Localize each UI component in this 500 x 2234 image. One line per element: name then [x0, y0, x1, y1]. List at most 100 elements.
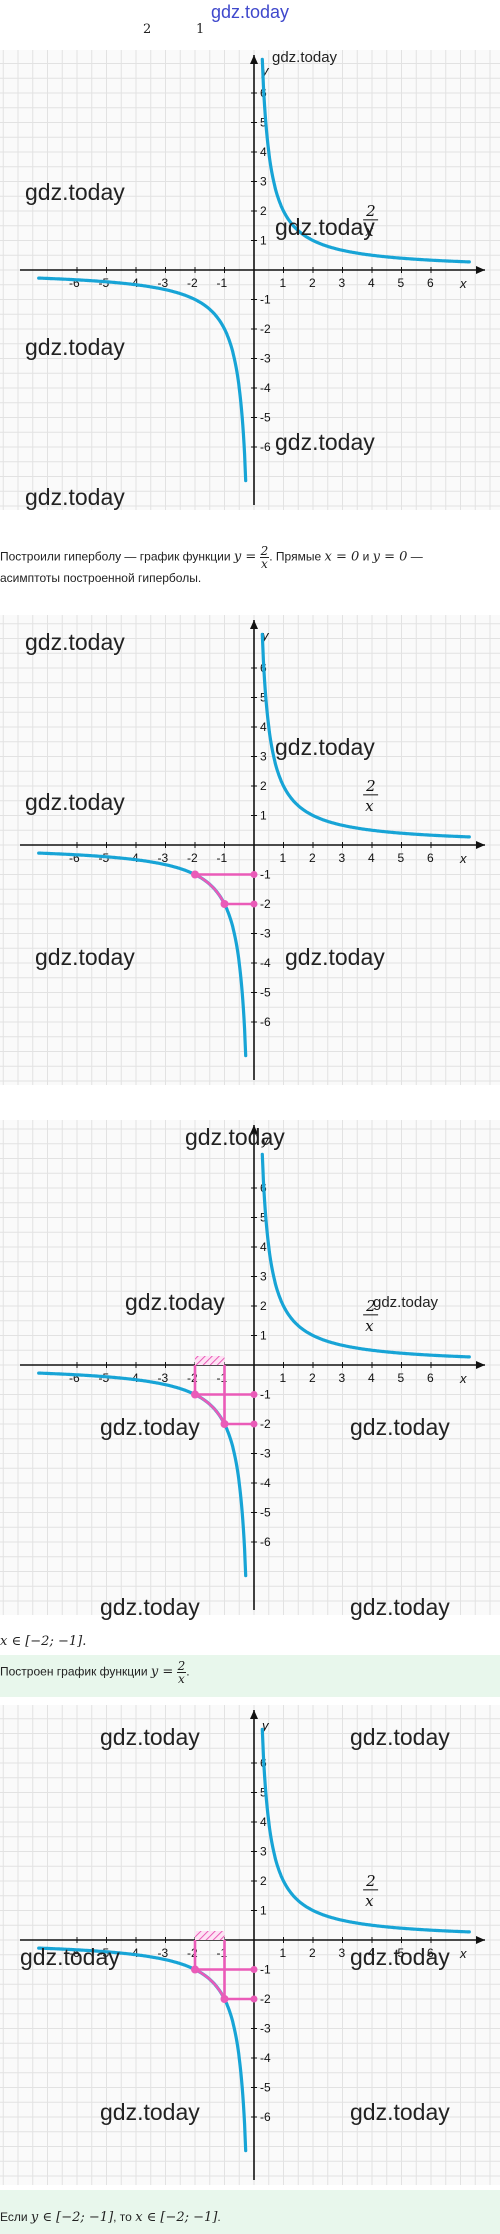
function-label-numerator: 2	[365, 1872, 376, 1890]
x-tick-label: -6	[69, 1371, 80, 1385]
x-axis-label: x	[459, 1946, 467, 1961]
paragraph-hyperbola-built: Построили гиперболу — график функции y =…	[0, 544, 423, 585]
x-tick-label: -1	[217, 276, 228, 290]
watermark: gdz.today	[350, 1724, 450, 1750]
function-label-denominator: x	[365, 797, 374, 815]
highlight-point-on-axis	[250, 1995, 258, 2003]
x-tick-label: -1	[217, 1371, 228, 1385]
highlight-point-on-axis	[250, 1391, 258, 1398]
x-tick-label: -1	[217, 851, 228, 865]
y-axis-label: y	[261, 628, 270, 643]
watermark: gdz.today	[100, 1414, 200, 1440]
x-tick-label: 3	[339, 851, 346, 865]
x-tick-label: -2	[187, 276, 198, 290]
x-tick-label: 2	[309, 851, 316, 865]
x-tick-label: 3	[339, 276, 346, 290]
function-label-denominator: x	[365, 1892, 374, 1910]
x-tick-label: -6	[69, 1946, 80, 1960]
watermark: gdz.today	[350, 2099, 450, 2125]
y-tick-label: 3	[260, 175, 267, 189]
function-label-numerator: 2	[365, 202, 376, 220]
y-axis-label: y	[261, 1718, 270, 1733]
grid	[0, 1705, 500, 2185]
x-tick-label: 4	[368, 1946, 375, 1960]
x-tick-label: 2	[309, 1371, 316, 1385]
x-tick-label: -3	[158, 1371, 169, 1385]
y-tick-label: 5	[260, 116, 267, 130]
y-tick-label: -3	[260, 1447, 271, 1461]
highlight-interval	[195, 1356, 225, 1365]
hyperbola-branch-right	[260, 1152, 471, 1359]
y-tick-label: -1	[260, 1388, 271, 1402]
y-tick-label: -2	[260, 1992, 271, 2006]
y-tick-label: 1	[260, 234, 267, 248]
y-tick-label: -6	[260, 440, 271, 454]
x-tick-label: 1	[280, 1371, 287, 1385]
highlight-point-on-axis	[250, 900, 258, 908]
function-label-numerator: 2	[365, 1297, 376, 1315]
watermark-small: gdz.today	[272, 49, 338, 66]
x-tick-label: 2	[309, 1946, 316, 1960]
highlight-interval	[195, 1931, 225, 1940]
y-tick-label: -2	[260, 1417, 271, 1431]
y-tick-label: 4	[260, 1815, 267, 1829]
y-tick-label: -4	[260, 1476, 271, 1490]
y-tick-label: -1	[260, 1963, 271, 1977]
x-tick-label: -1	[217, 1946, 228, 1960]
function-label-denominator: x	[365, 222, 374, 240]
y-tick-label: -5	[260, 986, 271, 1000]
highlight-curve-segment	[194, 873, 226, 904]
hyperbola-branch-right	[260, 632, 471, 839]
y-axis-label: y	[261, 63, 270, 78]
x-tick-label: 4	[368, 276, 375, 290]
x-tick-label: 1	[280, 1946, 287, 1960]
highlight-point-on-axis	[250, 871, 258, 878]
top-number-2: 1	[196, 22, 205, 37]
y-axis-arrow	[250, 620, 258, 629]
watermark: gdz.today	[25, 179, 125, 205]
x-tick-label: 4	[368, 1371, 375, 1385]
x-tick-label: 6	[427, 1946, 434, 1960]
watermark: gdz.today	[285, 944, 385, 970]
x-tick-label: 5	[398, 276, 405, 290]
y-tick-label: 1	[260, 1329, 267, 1343]
watermark: gdz.today	[25, 789, 125, 815]
x-tick-label: -6	[69, 851, 80, 865]
watermark: gdz.today	[275, 214, 375, 240]
y-tick-label: -5	[260, 1506, 271, 1520]
y-tick-label: -4	[260, 956, 271, 970]
watermark-small: gdz.today	[373, 1294, 439, 1311]
highlight-curve-segment	[194, 1968, 226, 1999]
y-tick-label: 3	[260, 1270, 267, 1284]
watermark: gdz.today	[350, 1944, 450, 1970]
y-tick-label: -2	[260, 897, 271, 911]
y-tick-label: 4	[260, 145, 267, 159]
watermark: gdz.today	[125, 1289, 225, 1315]
x-axis-arrow	[476, 1361, 485, 1369]
grid-background	[0, 1120, 500, 1615]
x-tick-label: 4	[368, 851, 375, 865]
y-tick-label: 2	[260, 1874, 267, 1888]
function-label-denominator: x	[365, 1317, 374, 1335]
site-logo[interactable]: gdz.today	[210, 2, 290, 22]
y-axis-arrow	[250, 1710, 258, 1719]
y-tick-label: 1	[260, 809, 267, 823]
y-tick-label: -2	[260, 322, 271, 336]
y-tick-label: 3	[260, 750, 267, 764]
x-axis-label: x	[459, 276, 467, 291]
highlight-band-1	[0, 1655, 500, 1697]
x-tick-label: 2	[309, 276, 316, 290]
watermark: gdz.today	[185, 1124, 285, 1150]
x-tick-label: 6	[427, 1371, 434, 1385]
y-tick-label: 5	[260, 1786, 267, 1800]
hyperbola-graph-3: xy-6 -5 -4 -3 -2 -1 1 2 3 4 5 6654321-1-2-3-4-5-62x…	[0, 1120, 500, 1620]
watermark: gdz.today	[275, 429, 375, 455]
y-tick-label: 4	[260, 720, 267, 734]
x-tick-label: -2	[187, 1946, 198, 1960]
y-tick-label: -6	[260, 2110, 271, 2124]
watermark: gdz.today	[275, 734, 375, 760]
y-tick-label: 3	[260, 1845, 267, 1859]
